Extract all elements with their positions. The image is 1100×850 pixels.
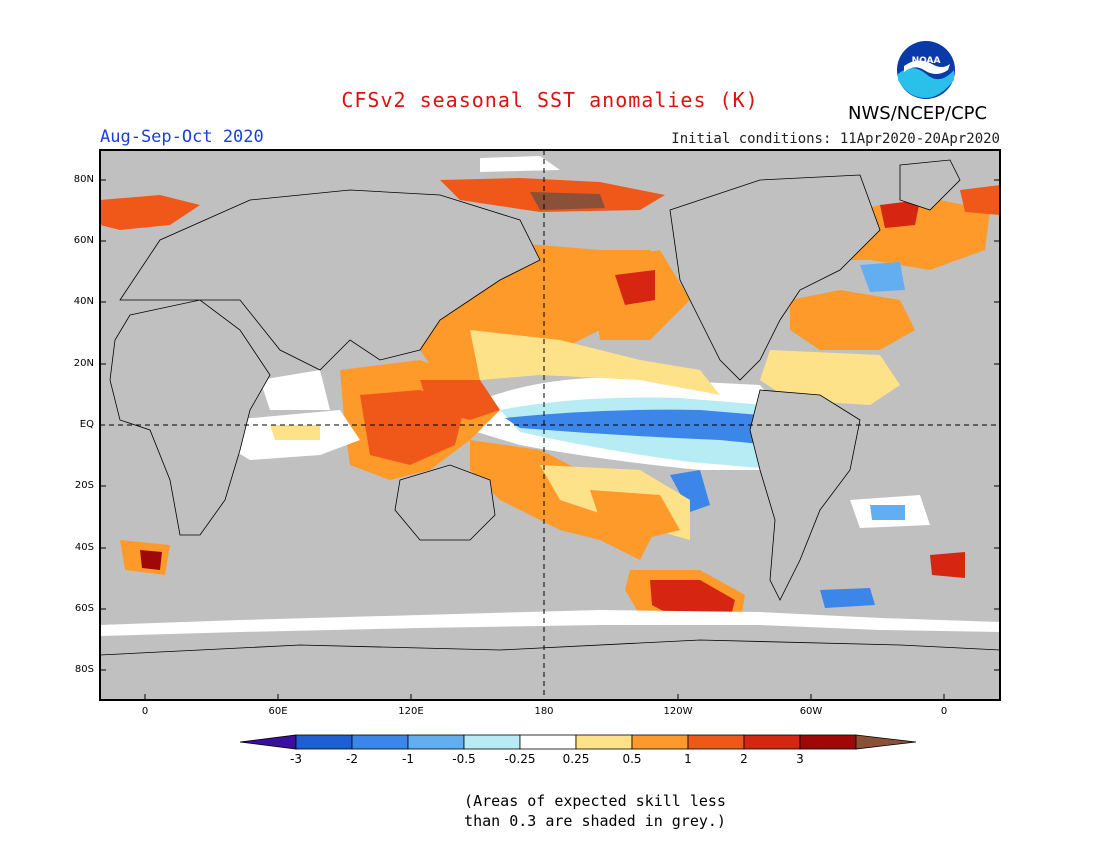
lat-label-20s: 20S: [74, 480, 94, 491]
colorbar-cell: [575, 734, 633, 750]
philippine-sea-hot: [420, 380, 500, 420]
noaa-logo-icon: NOAA: [897, 41, 955, 99]
s-america-cold: [820, 588, 875, 608]
antarctic-white-band: [100, 610, 1000, 636]
skill-note-line1: (Areas of expected skill less: [464, 792, 726, 810]
colorbar-cell: [295, 734, 353, 750]
hi-lat-atlantic-hot: [880, 200, 920, 228]
colorbar-label: -0.25: [504, 752, 536, 766]
lat-label-40s: 40S: [74, 542, 94, 553]
colorbar-cell: [351, 734, 409, 750]
southern-indian-red: [140, 550, 162, 570]
colorbar-arrow-low: [239, 734, 297, 750]
agency-label: NWS/NCEP/CPC: [848, 103, 988, 124]
noaa-logo-text: NOAA: [912, 56, 941, 66]
initial-conditions-label: Initial conditions: 11Apr2020-20Apr2020: [671, 131, 1000, 147]
se-atlantic-hot: [930, 552, 965, 578]
indian-ocean-yellow: [270, 425, 320, 440]
colorbar-cell: [407, 734, 465, 750]
x-tick-marks: [144, 694, 945, 700]
subtrop-pacific-yellow: [470, 330, 720, 395]
chart-title: CFSv2 seasonal SST anomalies (K): [341, 88, 759, 112]
antarctica-outline: [100, 639, 1000, 700]
lat-label-60n: 60N: [73, 235, 94, 246]
colorbar-cell: [743, 734, 801, 750]
anomaly-shading: [100, 156, 1000, 636]
greenland-outline: [899, 159, 961, 211]
colorbar-cell: [799, 734, 857, 750]
ne-pacific-hot: [615, 270, 655, 305]
arctic-brown: [530, 192, 605, 210]
colorbar-label: -0.5: [452, 752, 476, 766]
north-america-outline: [669, 174, 881, 381]
colorbar-label: -2: [346, 752, 358, 766]
lon-label-0-east: 0: [940, 706, 948, 717]
n-atlantic-warm: [790, 290, 915, 350]
colorbar-label: -3: [290, 752, 302, 766]
barents-warm: [100, 195, 200, 230]
eurasia-outline: [119, 189, 541, 371]
colorbar-cell: [687, 734, 745, 750]
colorbar-label: 0.5: [622, 752, 642, 766]
south-america-outline: [749, 389, 861, 601]
lat-label-eq: EQ: [79, 419, 94, 430]
colorbar-label: 3: [796, 752, 804, 766]
south-pacific-warm-blob: [590, 490, 680, 540]
lon-label-180: 180: [534, 706, 554, 717]
colorbar-label: 2: [740, 752, 748, 766]
lat-label-60s: 60S: [74, 603, 94, 614]
lat-label-80n: 80N: [73, 174, 94, 185]
lon-label-120w: 120W: [663, 706, 693, 717]
australia-outline: [394, 464, 496, 541]
colorbar-cell: [463, 734, 521, 750]
colorbar-arrow-high: [855, 734, 917, 750]
colorbar-label: 1: [684, 752, 692, 766]
colorbar-label: -1: [402, 752, 414, 766]
africa-outline: [109, 299, 271, 536]
subtrop-atlantic-yellow: [760, 350, 900, 405]
lon-label-60e: 60E: [268, 706, 288, 717]
continent-outlines: [100, 159, 1000, 700]
skill-note-line2: than 0.3 are shaded in grey.): [464, 812, 726, 830]
labrador-cold: [860, 262, 905, 292]
map-frame: [99, 149, 1001, 701]
colorbar-cell: [519, 734, 577, 750]
colorbar-cell: [631, 734, 689, 750]
south-pacific-cold: [670, 470, 710, 512]
equatorial-cold-blue: [505, 409, 770, 445]
y-tick-marks: [100, 179, 1000, 671]
season-label: Aug-Sep-Oct 2020: [100, 127, 264, 147]
lon-label-120e: 120E: [398, 706, 424, 717]
greenland-sea-warm: [960, 185, 1000, 215]
lon-label-0-west: 0: [141, 706, 149, 717]
colorbar-label: 0.25: [562, 752, 590, 766]
lat-label-80s: 80S: [74, 664, 94, 675]
southern-ocean-red: [650, 580, 735, 620]
arctic-white: [480, 156, 560, 172]
s-atlantic-cold: [870, 505, 905, 520]
lat-label-40n: 40N: [73, 296, 94, 307]
lat-label-20n: 20N: [73, 358, 94, 369]
arabian-white: [260, 370, 330, 410]
lon-label-60w: 60W: [799, 706, 823, 717]
